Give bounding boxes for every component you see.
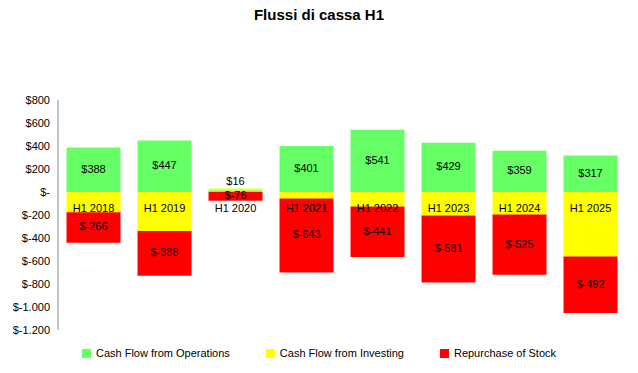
- svg-text:$-400: $-400: [22, 232, 50, 244]
- svg-text:$600: $600: [26, 117, 50, 129]
- html-text:Flussi di cassa H1: Flussi di cassa H1: [254, 6, 384, 23]
- svg-text:$429: $429: [436, 160, 460, 172]
- svg-text:$401: $401: [294, 162, 318, 174]
- svg-text:$541: $541: [365, 154, 389, 166]
- svg-text:$-600: $-600: [22, 255, 50, 267]
- html-text:Repurchase of Stock: Repurchase of Stock: [453, 347, 557, 359]
- svg-text:$400: $400: [26, 140, 50, 152]
- svg-text:H1 2020: H1 2020: [215, 202, 257, 214]
- svg-text:$-: $-: [40, 186, 50, 198]
- svg-text:$200: $200: [26, 163, 50, 175]
- svg-text:$16: $16: [226, 175, 244, 187]
- svg-text:$-525: $-525: [505, 238, 533, 250]
- svg-text:$800: $800: [26, 94, 50, 106]
- svg-text:$-581: $-581: [434, 242, 462, 254]
- svg-text:$-1.000: $-1.000: [13, 301, 50, 313]
- svg-text:$447: $447: [152, 159, 176, 171]
- svg-text:H1 2019: H1 2019: [144, 202, 186, 214]
- svg-text:H1 2018: H1 2018: [73, 202, 115, 214]
- svg-text:H1 2025: H1 2025: [570, 202, 612, 214]
- svg-text:H1 2023: H1 2023: [428, 202, 470, 214]
- svg-text:$-492: $-492: [576, 278, 604, 290]
- svg-text:$-200: $-200: [22, 209, 50, 221]
- svg-text:$-800: $-800: [22, 278, 50, 290]
- svg-text:$-388: $-388: [150, 246, 178, 258]
- svg-text:H1 2024: H1 2024: [499, 202, 541, 214]
- svg-text:$-1.200: $-1.200: [13, 324, 50, 336]
- html-text:Cash Flow from Operations: Cash Flow from Operations: [95, 347, 230, 359]
- svg-text:H1 2021: H1 2021: [286, 202, 328, 214]
- svg-text:$317: $317: [578, 167, 602, 179]
- svg-text:$-266: $-266: [79, 220, 107, 232]
- svg-text:$359: $359: [507, 164, 531, 176]
- svg-text:$-441: $-441: [363, 225, 391, 237]
- html-text:Cash Flow from Investing: Cash Flow from Investing: [279, 347, 404, 359]
- svg-text:$-76: $-76: [225, 189, 247, 201]
- svg-text:$388: $388: [81, 163, 105, 175]
- svg-text:H1 2022: H1 2022: [357, 202, 399, 214]
- svg-text:$-643: $-643: [292, 228, 320, 240]
